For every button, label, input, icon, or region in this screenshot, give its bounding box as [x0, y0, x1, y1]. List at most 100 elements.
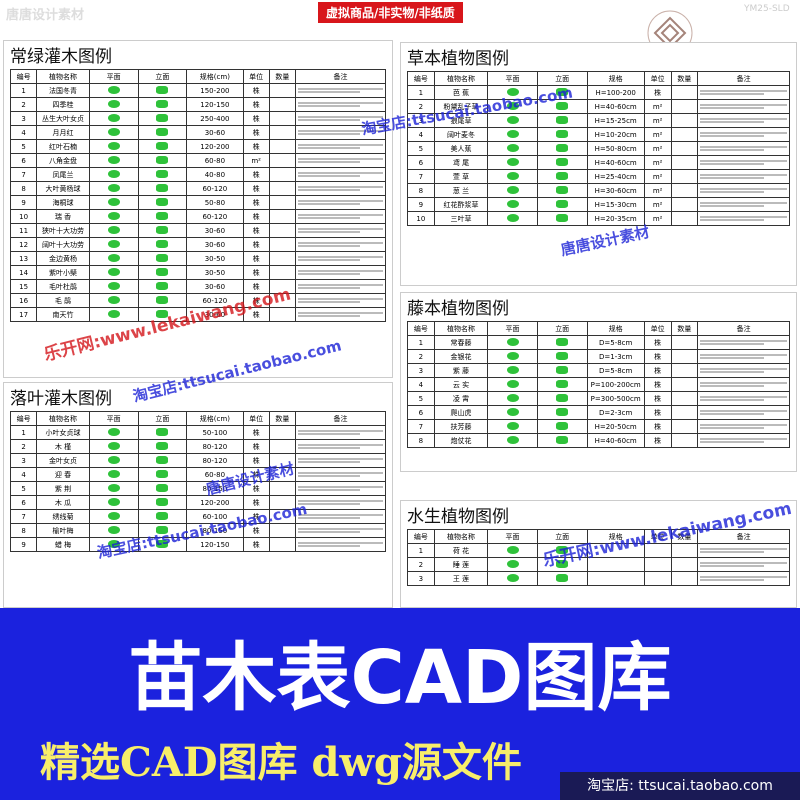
note-line: [700, 565, 764, 567]
cell-qty: [268, 195, 297, 210]
cell-name: 狼尾草: [433, 113, 489, 128]
icon-cell: [137, 237, 188, 252]
header-cell: 备注: [697, 529, 790, 544]
cell-no: 8: [9, 181, 38, 196]
plant-icon: [506, 143, 519, 152]
cell-name: 阔叶十大功劳: [36, 237, 90, 252]
plant-icon: [156, 85, 169, 94]
plant-icon: [107, 497, 120, 506]
cell-name: 海桐球: [36, 195, 90, 210]
cell-note: [295, 481, 386, 496]
cell-unit: [643, 571, 672, 586]
cell-name: 常春藤: [433, 335, 489, 350]
panel-title: 水生植物图例: [407, 507, 509, 527]
cell-qty: [670, 335, 699, 350]
cell-unit: 株: [242, 523, 270, 538]
icon-cell: [536, 571, 588, 586]
cell-spec: [586, 543, 645, 558]
note-line: [298, 514, 383, 516]
cell-unit: 株: [242, 251, 270, 266]
table-row: 5 红叶石楠 120-200 株: [9, 139, 386, 154]
plant-icon: [107, 455, 120, 464]
note-line: [298, 472, 383, 474]
note-line: [298, 545, 361, 547]
cell-no: 2: [407, 99, 435, 114]
icon-cell: [536, 155, 588, 170]
note-line: [700, 424, 787, 426]
table-row: 13 金边黄杨 30-50 株: [9, 251, 386, 266]
panel-title: 草本植物图例: [407, 49, 509, 69]
note-line: [700, 548, 787, 550]
cell-unit: 株: [242, 195, 270, 210]
note-line: [298, 430, 383, 432]
plant-icon: [107, 253, 120, 262]
cell-name: 四季桂: [36, 97, 90, 112]
cell-qty: [670, 211, 699, 226]
cell-note: [697, 433, 790, 448]
cell-spec: [586, 557, 645, 572]
cell-qty: [670, 433, 699, 448]
table-row: 7 绣线菊 60-100 株: [9, 509, 386, 524]
header-cell: 单位: [242, 69, 270, 84]
cell-name: 木 瓜: [36, 495, 90, 510]
table-row: 8 榆叶梅 80-150 株: [9, 523, 386, 538]
cell-note: [295, 251, 386, 266]
icon-cell: [137, 523, 188, 538]
note-line: [700, 579, 764, 581]
note-line: [298, 175, 361, 177]
table-row: 3 丛生大叶女贞 250-400 株: [9, 111, 386, 126]
cell-qty: [268, 467, 297, 482]
cell-unit: 株: [643, 391, 672, 406]
plant-icon: [506, 199, 519, 208]
badge: 虚拟商品/非实物/非纸质: [318, 2, 463, 23]
plant-icon: [556, 87, 569, 96]
cell-no: 4: [9, 125, 38, 140]
cell-no: 7: [407, 169, 435, 184]
cell-unit: 株: [242, 307, 270, 322]
cell-note: [295, 453, 386, 468]
plant-icon: [107, 427, 120, 436]
icon-cell: [137, 265, 188, 280]
cell-no: 7: [407, 419, 435, 434]
note-line: [298, 259, 361, 261]
cell-name: 荷 花: [433, 543, 489, 558]
header-cell: 编号: [9, 69, 38, 84]
icon-cell: [88, 307, 139, 322]
cell-qty: [670, 405, 699, 420]
cell-spec: 30-60: [186, 279, 244, 294]
cell-spec: 60-120: [186, 209, 244, 224]
plant-icon: [156, 281, 169, 290]
note-line: [700, 441, 764, 443]
cell-no: 3: [407, 363, 435, 378]
cell-unit: 株: [643, 85, 672, 100]
table-row: 3 金叶女贞 80-120 株: [9, 453, 386, 468]
plant-icon: [556, 365, 569, 374]
cell-qty: [268, 209, 297, 224]
header-cell: 平面: [487, 71, 538, 86]
cell-name: 蜡 梅: [36, 537, 90, 552]
note-line: [700, 135, 764, 137]
header-cell: 植物名称: [433, 71, 489, 86]
cell-unit: m²: [643, 155, 672, 170]
cell-qty: [268, 495, 297, 510]
cell-no: 3: [9, 453, 38, 468]
header-cell: 数量: [670, 529, 699, 544]
panel-title: 落叶灌木图例: [10, 389, 112, 409]
cell-no: 5: [9, 139, 38, 154]
cell-note: [697, 571, 790, 586]
cell-name: 萱 草: [433, 169, 489, 184]
header-cell: 编号: [407, 71, 435, 86]
plant-icon: [156, 211, 169, 220]
note-line: [298, 528, 383, 530]
cell-unit: 株: [643, 405, 672, 420]
plant-icon: [556, 379, 569, 388]
plant-icon: [556, 143, 569, 152]
icon-cell: [487, 211, 538, 226]
cell-qty: [268, 181, 297, 196]
banner-title: 苗木表CAD图库: [128, 635, 672, 721]
note-line: [298, 217, 361, 219]
